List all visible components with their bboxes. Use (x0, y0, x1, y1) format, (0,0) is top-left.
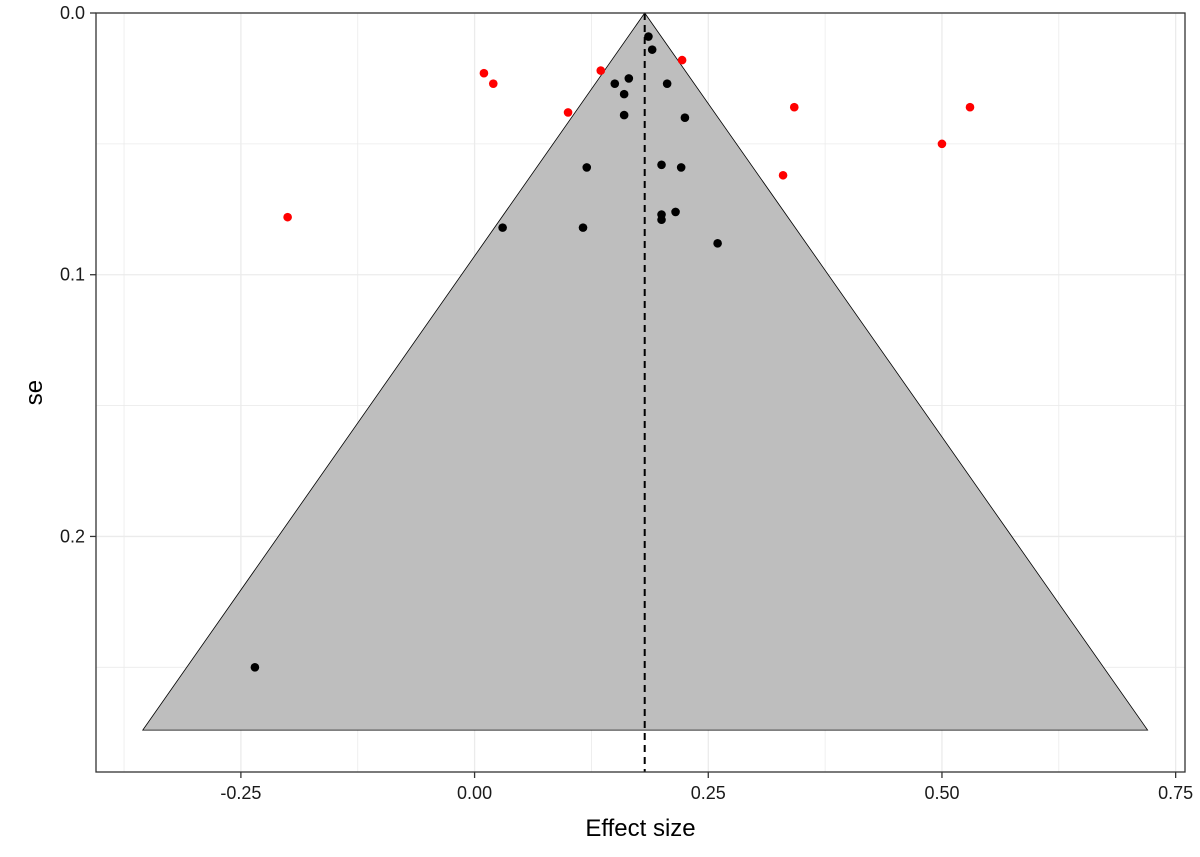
x-tick-label: -0.25 (220, 783, 261, 803)
study-point-inside-funnel (680, 113, 690, 122)
study-point-inside-funnel (657, 215, 666, 225)
study-point-outside-funnel (789, 102, 799, 112)
study-point-outside-funnel (596, 66, 606, 75)
y-tick-label: 0.2 (60, 526, 85, 546)
study-point-inside-funnel (619, 110, 629, 120)
study-point-inside-funnel (644, 32, 653, 41)
study-points (250, 32, 975, 672)
study-point-inside-funnel (713, 239, 722, 248)
x-tick-label: 0.25 (691, 783, 726, 803)
x-tick-label: 0.00 (457, 783, 492, 803)
study-point-outside-funnel (563, 108, 573, 117)
study-point-inside-funnel (619, 89, 629, 99)
study-point-outside-funnel (778, 170, 788, 180)
study-point-inside-funnel (498, 223, 507, 232)
study-point-inside-funnel (676, 163, 686, 172)
y-tick-label: 0.0 (60, 3, 85, 23)
study-point-inside-funnel (578, 223, 588, 232)
study-point-inside-funnel (610, 79, 620, 88)
study-point-outside-funnel (283, 212, 292, 222)
study-point-inside-funnel (250, 663, 260, 672)
x-tick-label: 0.50 (924, 783, 959, 803)
x-tick-label: 0.75 (1158, 783, 1193, 803)
y-axis-title: se (21, 380, 48, 405)
study-point-inside-funnel (671, 207, 680, 217)
study-point-inside-funnel (582, 163, 592, 172)
x-axis-title: Effect size (585, 815, 695, 842)
study-point-outside-funnel (937, 139, 947, 149)
study-point-inside-funnel (647, 45, 657, 54)
x-axis: -0.25 0.00 0.25 0.50 0.75 (220, 772, 1193, 803)
study-point-outside-funnel (677, 55, 687, 65)
study-point-inside-funnel (624, 74, 634, 83)
funnel-region (141, 12, 1149, 731)
study-point-outside-funnel (488, 79, 498, 88)
study-point-outside-funnel (965, 102, 975, 112)
y-tick-label: 0.1 (60, 265, 85, 285)
study-point-inside-funnel (657, 160, 666, 170)
panel-border (95, 12, 1186, 773)
study-point-inside-funnel (662, 79, 672, 88)
y-axis: 0.0 0.1 0.2 (60, 3, 96, 546)
study-point-outside-funnel (479, 68, 489, 78)
